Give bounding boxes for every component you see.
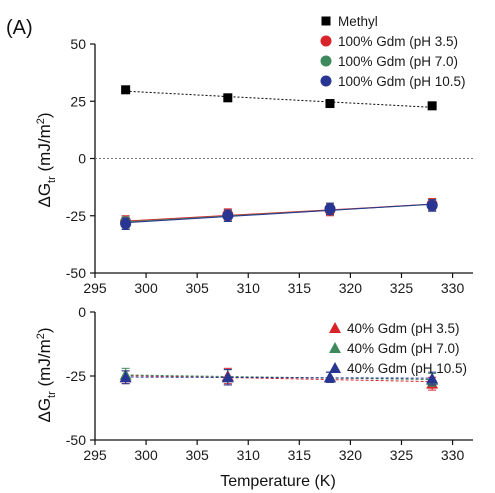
- data-point: [323, 371, 336, 383]
- x-tick-label: 320: [339, 447, 363, 463]
- x-tick-label: 325: [390, 280, 414, 296]
- y-tick-label: 0: [78, 304, 86, 320]
- x-tick-label: 330: [441, 280, 465, 296]
- x-tick-label: 325: [390, 447, 414, 463]
- data-point: [426, 199, 438, 211]
- legend-1: 40% Gdm (pH 3.5) 40% Gdm (pH 7.0) 40% Gdm …: [329, 321, 467, 376]
- x-tick-label: 315: [288, 447, 312, 463]
- x-tick-label: 295: [83, 447, 107, 463]
- series-0-0: [121, 85, 437, 111]
- y-tick-label: -50: [66, 265, 86, 281]
- trend-line: [125, 376, 433, 379]
- x-tick-label: 305: [185, 447, 209, 463]
- x-tick-label: 310: [237, 280, 261, 296]
- legend-label: 40% Gdm (pH 3.5): [347, 321, 460, 336]
- data-point: [222, 210, 234, 222]
- bottom-panel: -50 -25 0 295 300 305 310 315 320 325 330 40% Gdm (…: [66, 304, 473, 463]
- y-tick-label: 50: [70, 36, 86, 52]
- trend-line: [125, 203, 433, 224]
- legend-marker: [321, 16, 331, 26]
- data-point: [426, 372, 439, 384]
- legend-marker: [329, 322, 341, 333]
- legend-label: 100% Gdm (pH 10.5): [338, 74, 466, 89]
- legend-label: 100% Gdm (pH 3.5): [338, 34, 458, 49]
- x-tick-label: 315: [288, 280, 312, 296]
- y-tick-label: -25: [66, 208, 86, 224]
- legend-marker: [329, 362, 341, 373]
- x-tick-label: 300: [134, 447, 158, 463]
- data-point: [121, 85, 131, 95]
- series-0-2: [120, 199, 438, 229]
- x-tick-label: 330: [441, 447, 465, 463]
- trend-line: [125, 90, 433, 108]
- y-tick-label: -50: [66, 432, 86, 448]
- x-tick-label: 310: [237, 447, 261, 463]
- legend-label: Methyl: [338, 14, 378, 29]
- data-point: [324, 203, 336, 215]
- y-tick-label: 0: [78, 151, 86, 167]
- legend-0: Methyl 100% Gdm (pH 3.5) 100% Gdm (pH 7.0)…: [320, 14, 466, 89]
- legend-marker: [320, 55, 332, 67]
- legend-marker: [320, 35, 332, 47]
- legend-label: 100% Gdm (pH 7.0): [338, 54, 458, 69]
- data-point: [221, 371, 234, 383]
- legend-label: 40% Gdm (pH 10.5): [347, 361, 467, 376]
- data-point: [427, 101, 437, 111]
- data-point: [223, 93, 233, 103]
- x-tick-label: 300: [134, 280, 158, 296]
- data-point: [120, 218, 132, 230]
- legend-label: 40% Gdm (pH 7.0): [347, 341, 460, 356]
- bottom-ylabel: ΔGtr (mJ/m2): [35, 327, 58, 422]
- x-tick-label: 320: [339, 280, 363, 296]
- data-point: [119, 371, 132, 383]
- y-tick-label: -25: [66, 368, 86, 384]
- legend-marker: [329, 342, 341, 353]
- x-tick-label: 295: [83, 280, 107, 296]
- top-ylabel: ΔGtr (mJ/m2): [35, 112, 58, 207]
- trend-line: [125, 374, 433, 383]
- y-tick-label: 25: [70, 93, 86, 109]
- trend-line: [125, 374, 433, 381]
- legend-marker: [320, 75, 332, 87]
- panel-label: (A): [6, 17, 33, 39]
- x-tick-label: 305: [185, 280, 209, 296]
- series-0-3: [120, 199, 438, 230]
- x-axis-label: Temperature (K): [220, 473, 336, 490]
- top-panel: -50 -25 0 25 50 295 300 305 310 315 320 325 330 Methy…: [66, 14, 473, 296]
- data-point: [325, 99, 335, 109]
